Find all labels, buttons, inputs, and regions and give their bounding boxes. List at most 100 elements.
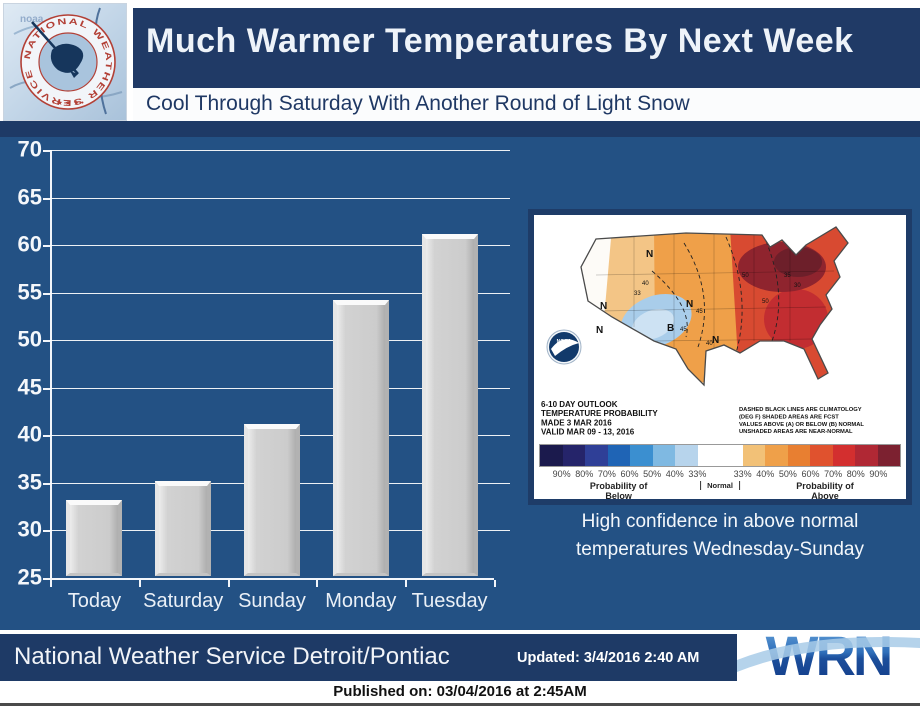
outlook-disclaimer-text: DASHED BLACK LINES ARE CLIMATOLOGY(DEG F…	[739, 407, 864, 435]
seal-stars: • ★ ★ ★ •	[52, 99, 84, 107]
bar-sunday	[244, 423, 300, 576]
gridline	[50, 292, 510, 294]
outlook-info-line: MADE 3 MAR 2016	[541, 418, 612, 427]
outlook-info-line: 6-10 DAY OUTLOOK	[541, 400, 618, 409]
legend-percent: 50%	[778, 469, 797, 479]
legend-percent: 50%	[643, 469, 662, 479]
gridline	[50, 245, 510, 247]
legend-percent: 90%	[552, 469, 571, 479]
x-tick-label: Sunday	[238, 590, 306, 612]
x-tick-label: Monday	[325, 590, 397, 612]
legend-category-labels: Probability of Below Normal Probability …	[539, 481, 901, 501]
noaa-watermark: noaa	[20, 14, 44, 25]
x-tick-label: Tuesday	[411, 590, 488, 612]
y-tick-label: 55	[17, 279, 42, 305]
legend-percent-labels: 90% 80% 70% 60% 50% 40% 33% 33% 40% 50% 60% 70% 80% 9…	[539, 467, 901, 481]
legend-percent: 80%	[575, 469, 594, 479]
bar-today	[66, 499, 123, 576]
outlook-disclaimer-line: DASHED BLACK LINES ARE CLIMATOLOGY	[739, 407, 862, 413]
map-annotation: 33	[634, 291, 641, 297]
map-annotation: N	[600, 301, 607, 312]
map-caption: High confidence in above normal temperat…	[520, 508, 920, 564]
y-tick	[43, 292, 50, 295]
map-annotation: N	[712, 335, 719, 346]
updated-timestamp: Updated: 3/4/2016 2:40 AM	[517, 650, 700, 666]
x-axis-line	[50, 578, 494, 580]
map-annotation: 50	[762, 299, 769, 305]
map-caption-line1: High confidence in above normal	[581, 511, 859, 532]
wrn-logo: WRN	[737, 624, 920, 687]
legend-swatch	[697, 445, 720, 466]
wrn-logo-icon: WRN	[737, 624, 920, 687]
legend-swatch	[855, 445, 878, 466]
legend-color-scale	[539, 444, 901, 467]
map-annotation: 30	[794, 283, 801, 289]
map-annotation: 45	[680, 327, 687, 333]
page-subtitle: Cool Through Saturday With Another Round…	[146, 92, 690, 115]
y-axis-labels: 70 65 60 55 50 45 40 35 30 25	[0, 136, 42, 589]
legend-swatch	[652, 445, 675, 466]
bar-saturday	[155, 480, 212, 576]
header-band	[133, 8, 920, 88]
footer-band	[0, 634, 737, 681]
map-annotation: 40	[642, 281, 649, 287]
bottom-rule	[0, 703, 920, 706]
y-tick	[43, 530, 50, 533]
legend-percent: 80%	[846, 469, 865, 479]
legend-swatch	[877, 445, 900, 466]
map-annotation: 45	[696, 309, 703, 315]
gridline	[50, 340, 510, 342]
legend-percent: 33%	[733, 469, 752, 479]
legend-percent: 33%	[688, 469, 707, 479]
legend-percent: 70%	[824, 469, 843, 479]
x-tick	[50, 580, 52, 587]
legend-above-label: Probability of Above	[796, 481, 854, 501]
outlook-disclaimer-line: (DEG F) SHADED AREAS ARE FCST	[739, 414, 839, 420]
footer-divider	[0, 630, 920, 634]
map-annotation: N	[686, 299, 693, 310]
legend-normal-label: Normal	[700, 481, 740, 490]
y-tick	[43, 340, 50, 343]
outlook-map-panel: N N N N N B 40 33 50 45 40 50 35 30 45 NOAA 6-10 DAY O…	[528, 209, 912, 505]
gridline	[50, 197, 510, 199]
y-tick-label: 60	[17, 231, 42, 257]
bar-monday	[332, 300, 389, 576]
y-tick-label: 40	[17, 421, 42, 447]
page-title: Much Warmer Temperatures By Next Week	[146, 22, 854, 60]
legend-swatch	[720, 445, 743, 466]
y-tick	[43, 435, 50, 438]
outlook-info-line: VALID MAR 09 - 13, 2016	[541, 428, 635, 437]
legend-percent: 70%	[597, 469, 616, 479]
y-tick	[43, 482, 50, 485]
legend-swatch	[675, 445, 698, 466]
noaa-logo-icon: NOAA	[546, 329, 582, 365]
x-tick-label: Today	[67, 590, 122, 612]
x-tick	[138, 580, 141, 587]
map-annotation: 40	[706, 341, 713, 347]
legend-swatch	[540, 445, 563, 466]
legend-swatch	[630, 445, 653, 466]
y-tick	[43, 245, 50, 248]
y-tick-label: 25	[17, 564, 42, 590]
nws-logo: noaa NATIONAL WEATHER SERVICE • ★ ★ ★ •	[3, 3, 127, 121]
y-tick-label: 70	[17, 136, 42, 162]
y-tick	[43, 150, 50, 152]
legend-swatch	[585, 445, 608, 466]
published-line: Published on: 03/04/2016 at 2:45AM	[0, 681, 920, 703]
map-annotation: B	[667, 323, 674, 334]
gridline	[50, 387, 510, 389]
map-annotation: N	[646, 249, 653, 260]
legend-percent: 60%	[620, 469, 639, 479]
outlook-disclaimer-line: UNSHADED AREAS ARE NEAR-NORMAL	[739, 429, 853, 435]
legend-swatch	[832, 445, 855, 466]
y-tick-label: 45	[17, 374, 42, 400]
y-tick-label: 30	[17, 516, 42, 542]
outlook-disclaimer-line: VALUES ABOVE (A) OR BELOW (B) NORMAL	[739, 422, 864, 428]
y-tick-label: 50	[17, 326, 42, 352]
office-name: National Weather Service Detroit/Pontiac	[14, 643, 450, 670]
svg-text:NOAA: NOAA	[557, 339, 572, 345]
